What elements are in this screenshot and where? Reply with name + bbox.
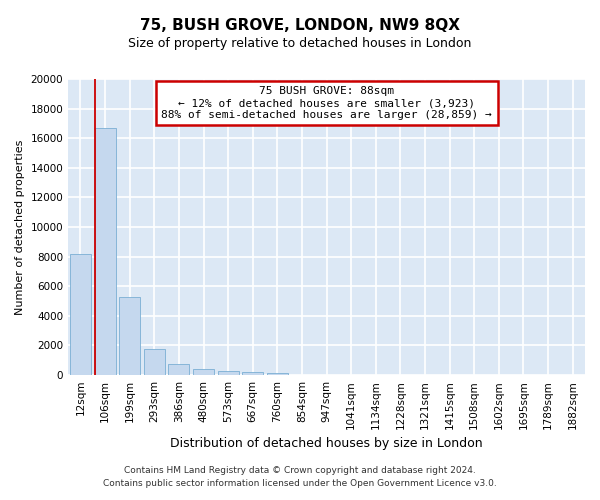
Bar [144,349,165,375]
Bar [193,370,214,375]
Bar [95,128,116,375]
Bar [119,296,140,375]
Text: Size of property relative to detached houses in London: Size of property relative to detached ho… [128,38,472,51]
Text: Contains HM Land Registry data © Crown copyright and database right 2024.
Contai: Contains HM Land Registry data © Crown c… [103,466,497,487]
Y-axis label: Number of detached properties: Number of detached properties [15,140,25,314]
X-axis label: Distribution of detached houses by size in London: Distribution of detached houses by size … [170,437,483,450]
Bar [218,371,239,375]
Text: 75, BUSH GROVE, LONDON, NW9 8QX: 75, BUSH GROVE, LONDON, NW9 8QX [140,18,460,32]
Bar [242,372,263,375]
Text: 75 BUSH GROVE: 88sqm
← 12% of detached houses are smaller (3,923)
88% of semi-de: 75 BUSH GROVE: 88sqm ← 12% of detached h… [161,86,492,120]
Bar [70,254,91,375]
Bar [169,364,190,375]
Bar [267,372,288,375]
